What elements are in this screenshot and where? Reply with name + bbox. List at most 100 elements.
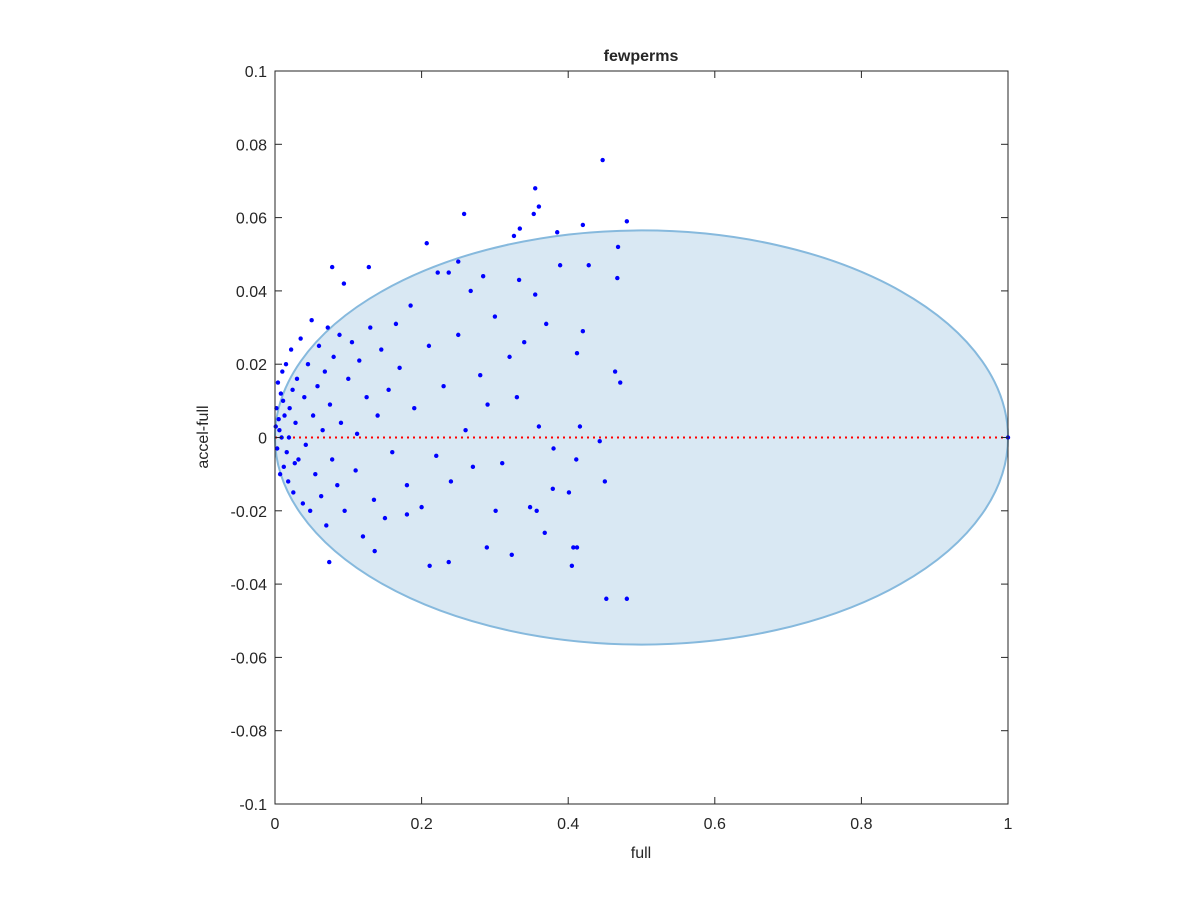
- point: [531, 211, 536, 217]
- point: [574, 545, 580, 550]
- point: [368, 325, 373, 330]
- point: [463, 427, 468, 433]
- point: [604, 596, 609, 601]
- point: [404, 512, 410, 517]
- point: [281, 464, 286, 470]
- point: [302, 394, 307, 400]
- point: [283, 362, 289, 367]
- point: [485, 402, 490, 407]
- point: [287, 405, 292, 411]
- point: [278, 391, 284, 396]
- point: [580, 329, 586, 334]
- point: [285, 479, 291, 484]
- point: [404, 482, 410, 488]
- point: [296, 457, 301, 462]
- point: [522, 340, 527, 345]
- point: [282, 413, 287, 418]
- point: [424, 241, 429, 246]
- x-tick-label: 0.8: [850, 816, 872, 833]
- point: [511, 233, 517, 239]
- point: [320, 427, 325, 433]
- point: [536, 204, 542, 209]
- point: [288, 347, 294, 352]
- point: [310, 413, 316, 418]
- point: [354, 431, 360, 437]
- point: [602, 479, 608, 484]
- point: [284, 449, 289, 455]
- point: [426, 343, 432, 349]
- point: [456, 259, 461, 264]
- point: [600, 157, 605, 163]
- y-tick-label: 0.08: [236, 137, 267, 154]
- point: [280, 398, 286, 404]
- point: [335, 482, 340, 488]
- point: [274, 446, 280, 451]
- point: [461, 211, 467, 217]
- point: [293, 420, 298, 426]
- point: [555, 230, 560, 235]
- point: [342, 508, 347, 513]
- point: [386, 387, 391, 393]
- y-tick-label: -0.02: [231, 504, 268, 521]
- point: [300, 501, 306, 506]
- y-tick-label: 0: [258, 431, 267, 448]
- point: [307, 508, 313, 513]
- point: [618, 380, 623, 385]
- point: [480, 274, 486, 279]
- point: [615, 244, 621, 250]
- point: [536, 424, 542, 429]
- point: [435, 270, 440, 275]
- y-tick-label: 0.06: [236, 211, 267, 228]
- point: [419, 504, 424, 510]
- point: [366, 264, 372, 270]
- point: [446, 559, 451, 565]
- point: [500, 460, 505, 466]
- x-tick-label: 1: [1004, 816, 1013, 833]
- point: [337, 332, 342, 338]
- point: [580, 222, 586, 228]
- point: [292, 460, 297, 466]
- point: [357, 358, 362, 363]
- point: [303, 442, 308, 448]
- point: [286, 435, 292, 440]
- point: [574, 457, 579, 462]
- y-tick-label: 0.02: [236, 357, 267, 374]
- point: [329, 264, 335, 270]
- point: [277, 427, 282, 433]
- point: [434, 453, 439, 459]
- point: [509, 552, 514, 557]
- point: [353, 468, 358, 473]
- point: [456, 332, 461, 338]
- point: [390, 449, 395, 455]
- point: [382, 515, 388, 521]
- point: [327, 559, 332, 565]
- point: [533, 186, 538, 191]
- point: [441, 383, 446, 389]
- point: [557, 263, 563, 268]
- point: [372, 548, 377, 554]
- point: [349, 340, 355, 345]
- point: [305, 362, 311, 367]
- point: [291, 490, 296, 495]
- point: [544, 321, 549, 327]
- point: [566, 490, 572, 495]
- point: [493, 508, 498, 513]
- y-axis-label: accel-full: [195, 405, 212, 468]
- y-tick-label: -0.04: [231, 577, 268, 594]
- point: [492, 314, 498, 319]
- point: [341, 281, 347, 286]
- point: [325, 325, 330, 330]
- point: [412, 405, 417, 411]
- point: [280, 369, 285, 374]
- point: [478, 372, 483, 378]
- point: [327, 402, 333, 407]
- point: [338, 420, 344, 426]
- point: [315, 383, 320, 389]
- point: [484, 545, 490, 550]
- point: [470, 464, 476, 470]
- point: [517, 226, 523, 231]
- point: [574, 351, 580, 356]
- point: [446, 270, 451, 275]
- y-tick-label: -0.08: [231, 724, 268, 741]
- point: [393, 321, 399, 327]
